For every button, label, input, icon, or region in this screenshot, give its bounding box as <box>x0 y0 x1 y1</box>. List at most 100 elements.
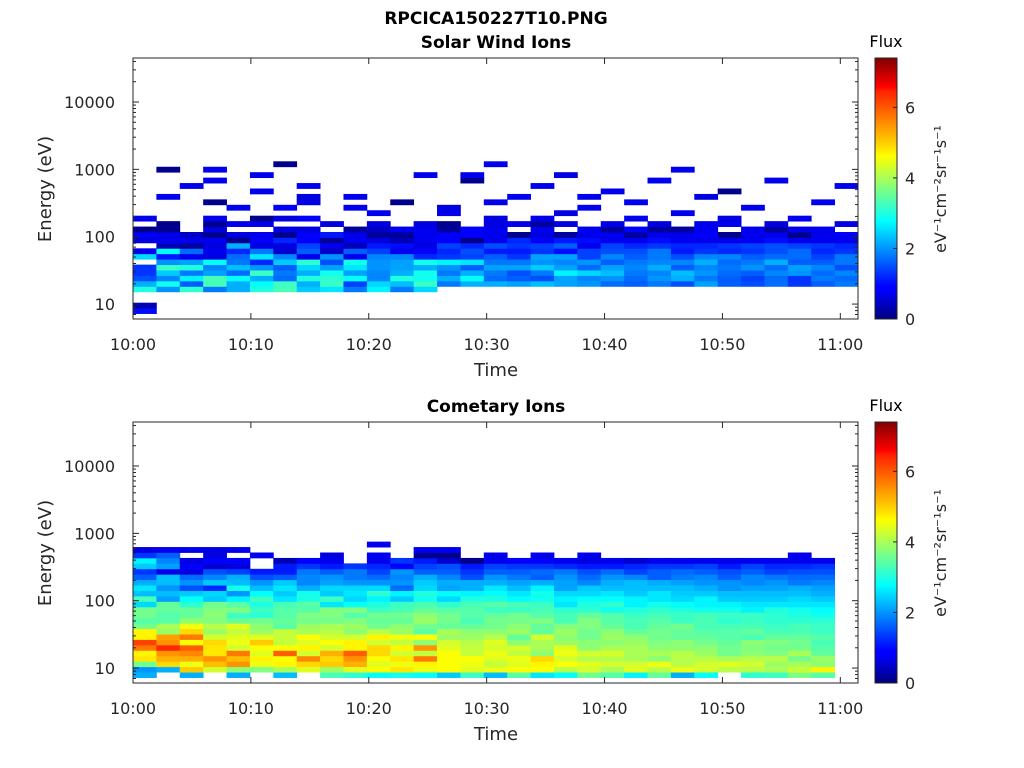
spectrogram-cell <box>483 639 508 646</box>
spectrogram-cell <box>741 557 765 564</box>
spectrogram-cell <box>670 166 695 173</box>
spectrogram-cell <box>670 644 695 651</box>
spectrogram-cell <box>553 644 578 651</box>
spectrogram-cell <box>320 617 344 624</box>
spectrogram-cell <box>343 568 368 575</box>
spectrogram-cell <box>156 259 181 266</box>
spectrogram-cell <box>366 661 391 668</box>
spectrogram-cell <box>670 590 695 597</box>
spectrogram-cell <box>483 264 508 271</box>
spectrogram-cell <box>717 237 742 244</box>
colorbar-tick-label: 2 <box>905 603 915 622</box>
spectrogram-cell <box>717 188 742 195</box>
spectrogram-cell <box>413 617 438 624</box>
spectrogram-cell <box>226 585 251 591</box>
spectrogram-cell <box>390 275 415 282</box>
spectrogram-cell <box>647 601 672 608</box>
spectrogram-cell <box>530 280 555 287</box>
spectrogram-cell <box>647 644 672 651</box>
spectrogram-cell <box>530 628 555 635</box>
spectrogram-cell <box>717 232 742 238</box>
spectrogram-cell <box>717 661 742 668</box>
spectrogram-cell <box>390 661 415 668</box>
spectrogram-cell <box>553 574 578 581</box>
spectrogram-cell <box>600 590 625 597</box>
spectrogram-cell <box>343 253 368 260</box>
spectrogram-cell <box>670 574 695 581</box>
spectrogram-cell <box>694 606 719 613</box>
spectrogram-cell <box>764 270 789 276</box>
spectrogram-cell <box>133 253 157 260</box>
spectrogram-cell <box>437 547 461 553</box>
spectrogram-cell <box>156 579 181 586</box>
spectrogram-cell <box>600 188 625 195</box>
spectrogram-cell <box>553 655 578 662</box>
spectrogram-cell <box>320 286 344 293</box>
spectrogram-cell <box>133 672 157 678</box>
spectrogram-cell <box>133 264 157 271</box>
spectrogram-cell <box>460 177 485 184</box>
spectrogram-cell <box>577 644 602 651</box>
spectrogram-cell <box>741 237 765 244</box>
spectrogram-cell <box>741 601 765 608</box>
spectrogram-cell <box>226 590 251 597</box>
spectrogram-cell <box>413 596 438 602</box>
spectrogram-cell <box>460 666 485 673</box>
spectrogram-cell <box>156 639 181 646</box>
spectrogram-cell <box>577 280 602 287</box>
spectrogram-cell <box>577 617 602 624</box>
spectrogram-cell <box>296 634 321 640</box>
spectrogram-cell <box>624 612 648 619</box>
spectrogram-cell <box>811 601 836 608</box>
spectrogram-cell <box>133 579 157 586</box>
spectrogram-cell <box>670 650 695 657</box>
spectrogram-cell <box>834 183 859 189</box>
spectrogram-cell <box>600 639 625 646</box>
spectrogram-cell <box>694 226 719 233</box>
spectrogram-cell <box>553 606 578 613</box>
spectrogram-cell <box>787 617 812 624</box>
spectrogram-cell <box>437 661 461 668</box>
spectrogram-cell <box>460 226 485 233</box>
spectrogram-cell <box>647 232 672 238</box>
spectrogram-cell <box>787 596 812 602</box>
spectrogram-cell <box>694 221 719 227</box>
colorbar-title: Flux <box>869 32 902 51</box>
spectrogram-cell <box>249 264 274 271</box>
spectrogram-cell <box>156 590 181 597</box>
spectrogram-cell <box>249 568 274 575</box>
spectrogram-cell <box>787 585 812 591</box>
spectrogram-cell <box>507 650 531 657</box>
spectrogram-cell <box>694 655 719 662</box>
spectrogram-cell <box>741 666 765 673</box>
spectrogram-cell <box>249 634 274 640</box>
spectrogram-cell <box>764 232 789 238</box>
colorbar-title: Flux <box>869 396 902 415</box>
spectrogram-cell <box>343 639 368 646</box>
spectrogram-cell <box>787 623 812 630</box>
spectrogram-cell <box>694 672 719 678</box>
spectrogram-cell <box>624 237 648 244</box>
spectrogram-cell <box>787 259 812 266</box>
spectrogram-cell <box>647 612 672 619</box>
spectrogram-cell <box>694 557 719 564</box>
spectrogram-cell <box>764 601 789 608</box>
spectrogram-cell <box>203 215 227 222</box>
spectrogram-cell <box>811 237 836 244</box>
spectrogram-cell <box>787 280 812 287</box>
spectrogram-cell <box>553 623 578 630</box>
spectrogram-cell <box>366 623 391 630</box>
spectrogram-cell <box>741 596 765 602</box>
spectrogram-cell <box>343 650 368 657</box>
spectrogram-cell <box>296 568 321 575</box>
spectrogram-cell <box>437 606 461 613</box>
spectrogram-cell <box>717 264 742 271</box>
spectrogram-cell <box>507 253 531 260</box>
spectrogram-cell <box>787 628 812 635</box>
spectrogram-cell <box>811 672 836 678</box>
spectrogram-cell <box>553 579 578 586</box>
spectrogram-cell <box>670 270 695 276</box>
spectrogram-cell <box>320 644 344 651</box>
spectrogram-cell <box>577 628 602 635</box>
spectrogram-cell <box>133 601 157 608</box>
